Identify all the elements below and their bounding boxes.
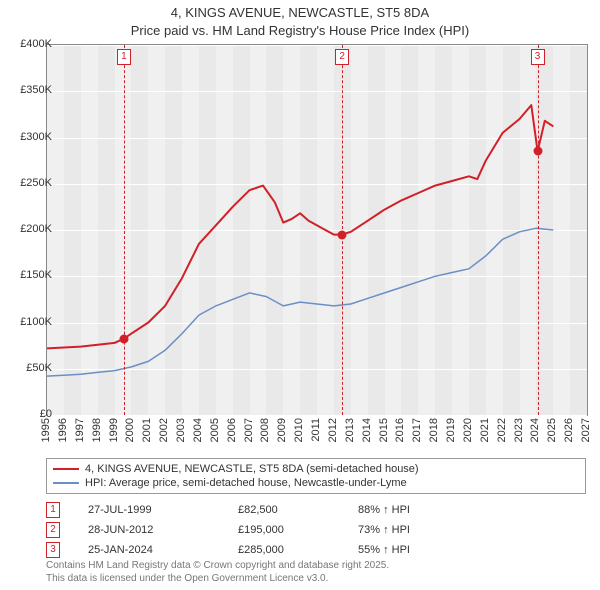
x-axis-label: 2008 [259, 418, 271, 442]
event-date: 27-JUL-1999 [88, 504, 238, 516]
x-axis-label: 2014 [361, 418, 373, 442]
y-axis-label: £50K [6, 362, 52, 374]
event-line [124, 45, 125, 415]
footnote: Contains HM Land Registry data © Crown c… [46, 560, 586, 585]
x-axis-label: 2003 [175, 418, 187, 442]
legend-label-1: HPI: Average price, semi-detached house,… [85, 477, 407, 489]
legend-swatch-0 [53, 468, 79, 470]
x-axis-label: 2006 [226, 418, 238, 442]
x-axis-label: 2004 [192, 418, 204, 442]
x-axis-label: 2013 [344, 418, 356, 442]
y-axis-label: £100K [6, 316, 52, 328]
event-badge: 1 [46, 502, 60, 518]
x-axis-label: 1996 [57, 418, 69, 442]
title-line-1: 4, KINGS AVENUE, NEWCASTLE, ST5 8DA [0, 4, 600, 22]
event-marker: 3 [531, 49, 545, 65]
x-axis-label: 2020 [462, 418, 474, 442]
x-axis-label: 2027 [580, 418, 592, 442]
chart-container: 4, KINGS AVENUE, NEWCASTLE, ST5 8DA Pric… [0, 0, 600, 590]
footnote-line-1: Contains HM Land Registry data © Crown c… [46, 560, 586, 573]
y-axis-label: £350K [6, 84, 52, 96]
series-line-0 [47, 105, 553, 348]
x-axis-label: 2000 [124, 418, 136, 442]
event-price: £195,000 [238, 524, 358, 536]
event-dot [338, 230, 347, 239]
event-marker: 2 [335, 49, 349, 65]
x-axis-label: 2018 [428, 418, 440, 442]
x-axis-label: 2012 [327, 418, 339, 442]
events-table-row: 3 25-JAN-2024£285,00055% ↑ HPI [46, 540, 586, 560]
gridline [47, 415, 587, 416]
legend-swatch-1 [53, 482, 79, 484]
x-axis-label: 2009 [276, 418, 288, 442]
x-axis-label: 1999 [108, 418, 120, 442]
title-block: 4, KINGS AVENUE, NEWCASTLE, ST5 8DA Pric… [0, 0, 600, 39]
event-dot [533, 147, 542, 156]
x-axis-label: 2005 [209, 418, 221, 442]
x-axis-label: 2017 [411, 418, 423, 442]
x-axis-label: 2019 [445, 418, 457, 442]
x-axis-label: 2010 [293, 418, 305, 442]
event-line [538, 45, 539, 415]
y-axis-label: £200K [6, 223, 52, 235]
y-axis-label: £300K [6, 131, 52, 143]
event-badge: 3 [46, 542, 60, 558]
event-badge: 2 [46, 522, 60, 538]
event-date: 25-JAN-2024 [88, 544, 238, 556]
y-axis-label: £250K [6, 177, 52, 189]
series-line-1 [47, 228, 553, 376]
x-axis-label: 2001 [141, 418, 153, 442]
event-marker: 1 [117, 49, 131, 65]
x-axis-label: 2022 [496, 418, 508, 442]
events-table: 1 27-JUL-1999£82,50088% ↑ HPI 2 28-JUN-2012… [46, 500, 586, 560]
chart-plot-area: 1 2 3 [46, 44, 588, 416]
event-date: 28-JUN-2012 [88, 524, 238, 536]
x-axis-label: 2026 [563, 418, 575, 442]
footnote-line-2: This data is licensed under the Open Gov… [46, 573, 586, 586]
x-axis-label: 1998 [91, 418, 103, 442]
y-axis-label: £150K [6, 269, 52, 281]
event-dot [119, 334, 128, 343]
title-line-2: Price paid vs. HM Land Registry's House … [0, 22, 600, 40]
x-axis-label: 1995 [40, 418, 52, 442]
x-axis-label: 2021 [479, 418, 491, 442]
legend-row-0: 4, KINGS AVENUE, NEWCASTLE, ST5 8DA (sem… [53, 462, 579, 476]
legend-row-1: HPI: Average price, semi-detached house,… [53, 476, 579, 490]
x-axis-label: 2024 [529, 418, 541, 442]
x-axis-label: 2025 [546, 418, 558, 442]
event-price: £285,000 [238, 544, 358, 556]
event-pct: 55% ↑ HPI [358, 544, 586, 556]
x-axis-label: 2023 [513, 418, 525, 442]
events-table-row: 1 27-JUL-1999£82,50088% ↑ HPI [46, 500, 586, 520]
legend-box: 4, KINGS AVENUE, NEWCASTLE, ST5 8DA (sem… [46, 458, 586, 494]
x-axis-label: 2002 [158, 418, 170, 442]
x-axis-label: 2016 [394, 418, 406, 442]
x-axis-label: 2011 [310, 418, 322, 442]
legend-label-0: 4, KINGS AVENUE, NEWCASTLE, ST5 8DA (sem… [85, 463, 419, 475]
x-axis-label: 1997 [74, 418, 86, 442]
event-pct: 73% ↑ HPI [358, 524, 586, 536]
event-price: £82,500 [238, 504, 358, 516]
x-axis-label: 2015 [378, 418, 390, 442]
y-axis-label: £400K [6, 38, 52, 50]
x-axis-label: 2007 [243, 418, 255, 442]
events-table-row: 2 28-JUN-2012£195,00073% ↑ HPI [46, 520, 586, 540]
chart-svg [47, 45, 587, 415]
event-pct: 88% ↑ HPI [358, 504, 586, 516]
